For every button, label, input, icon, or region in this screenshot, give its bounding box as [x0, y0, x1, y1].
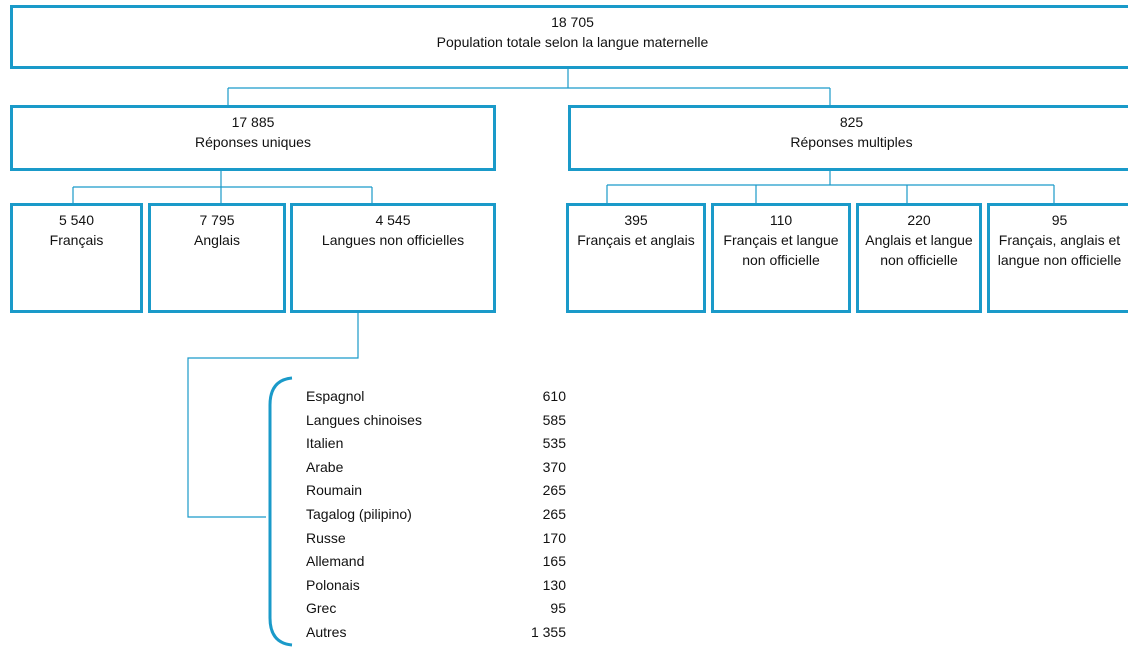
language-row: Arabe 370 — [306, 456, 566, 478]
connector — [227, 68, 831, 105]
language-row: Polonais 130 — [306, 574, 566, 596]
connector — [187, 312, 359, 518]
language-value: 165 — [542, 553, 566, 570]
language-row: Russe 170 — [306, 527, 566, 549]
language-name: Polonais — [306, 576, 360, 593]
category-box: 5 540 Français — [10, 203, 143, 313]
language-value: 585 — [542, 411, 566, 428]
group-box: 825 Réponses multiples — [568, 105, 1128, 171]
language-value: 265 — [542, 506, 566, 522]
category-box: 95 Français, anglais et langue non offici… — [987, 203, 1128, 313]
language-row: Autres 1 355 — [306, 621, 566, 643]
language-row: Allemand 165 — [306, 550, 566, 572]
box-label: Population totale selon la langue matern… — [436, 34, 709, 50]
category-box: 395 Français et anglais — [566, 203, 706, 313]
connector — [72, 170, 373, 203]
box-value: 220 — [907, 212, 931, 228]
language-value: 130 — [542, 576, 566, 593]
language-row: Espagnol 610 — [306, 385, 566, 407]
language-name: Langues chinoises — [306, 411, 422, 428]
box-value: 95 — [1051, 212, 1068, 228]
language-row: Grec 95 — [306, 597, 566, 619]
root-box: 18 705 Population totale selon la langue … — [10, 5, 1128, 69]
box-value: 395 — [624, 212, 648, 228]
language-name: Italien — [306, 435, 344, 452]
language-row: Tagalog (pilipino) 265 — [306, 503, 566, 525]
language-value: 535 — [542, 435, 566, 452]
box-value: 825 — [839, 114, 864, 130]
category-box: 220 Anglais et langue non officielle — [856, 203, 982, 313]
language-name: Espagnol — [306, 388, 365, 404]
box-label: Français et anglais — [577, 232, 695, 248]
language-name: Autres — [306, 624, 347, 640]
language-name: Russe — [306, 529, 346, 546]
box-label: Réponses uniques — [195, 134, 311, 150]
box-label: Français et langue non officielle — [723, 232, 839, 268]
language-name: Arabe — [306, 458, 344, 475]
language-name: Grec — [306, 600, 337, 617]
language-name: Tagalog (pilipino) — [306, 506, 412, 522]
box-label: Anglais — [194, 232, 240, 248]
box-value: 5 540 — [58, 212, 95, 228]
box-value: 17 885 — [231, 114, 275, 130]
box-value: 18 705 — [551, 14, 594, 30]
group-box: 17 885 Réponses uniques — [10, 105, 496, 171]
language-value: 265 — [542, 482, 566, 499]
language-row: Italien 535 — [306, 432, 566, 454]
box-label: Réponses multiples — [790, 134, 913, 150]
category-box: 110 Français et langue non officielle — [711, 203, 851, 313]
category-box: 4 545 Langues non officielles — [290, 203, 496, 313]
connector — [606, 170, 1055, 203]
language-value: 1 355 — [530, 624, 566, 640]
box-value: 110 — [769, 212, 793, 228]
box-value: 4 545 — [375, 212, 411, 228]
box-label: Langues non officielles — [321, 232, 465, 248]
language-name: Allemand — [306, 553, 365, 570]
bracket — [268, 376, 293, 647]
language-value: 95 — [550, 600, 566, 617]
box-label: Français, anglais et langue non officiel… — [997, 232, 1122, 268]
language-value: 370 — [542, 458, 566, 475]
category-box: 7 795 Anglais — [148, 203, 286, 313]
box-value: 7 795 — [199, 212, 235, 228]
box-label: Anglais et langue non officielle — [865, 232, 973, 268]
language-name: Roumain — [306, 482, 363, 499]
language-row: Roumain 265 — [306, 479, 566, 501]
language-row: Langues chinoises 585 — [306, 409, 566, 431]
language-value: 610 — [542, 388, 566, 404]
language-value: 170 — [542, 529, 566, 546]
box-label: Français — [49, 232, 104, 248]
